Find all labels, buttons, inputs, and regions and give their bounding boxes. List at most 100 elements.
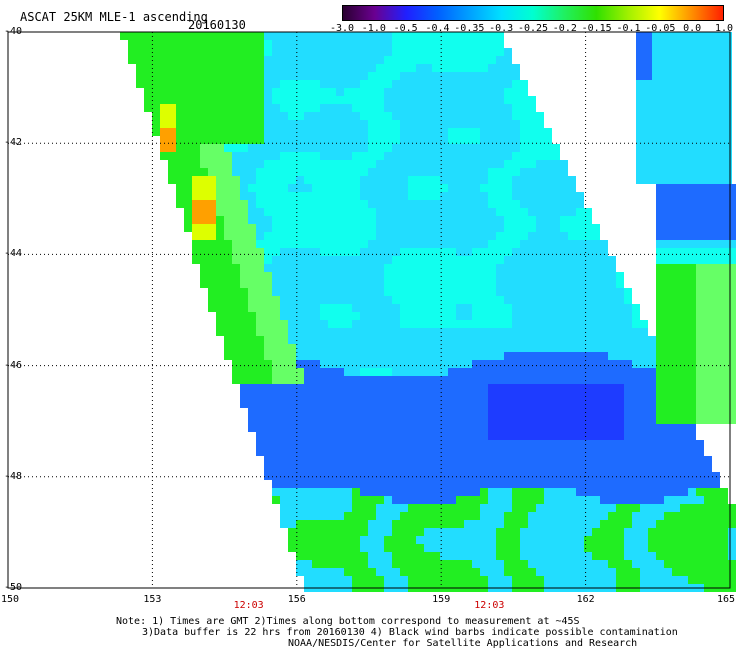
- field-pixel: [296, 384, 304, 392]
- field-pixel: [480, 328, 488, 336]
- field-pixel: [432, 120, 440, 128]
- field-pixel: [472, 528, 480, 536]
- field-pixel: [480, 368, 488, 376]
- field-pixel: [344, 336, 352, 344]
- field-pixel: [576, 392, 584, 400]
- field-pixel: [336, 392, 344, 400]
- field-pixel: [440, 136, 448, 144]
- field-pixel: [608, 528, 616, 536]
- field-pixel: [576, 304, 584, 312]
- field-pixel: [656, 224, 664, 232]
- field-pixel: [552, 208, 560, 216]
- field-pixel: [288, 208, 296, 216]
- field-pixel: [520, 216, 528, 224]
- field-pixel: [560, 192, 568, 200]
- field-pixel: [288, 32, 296, 40]
- field-pixel: [256, 48, 264, 56]
- field-pixel: [616, 480, 624, 488]
- field-pixel: [488, 248, 496, 256]
- field-pixel: [656, 432, 664, 440]
- field-pixel: [668, 104, 676, 112]
- field-pixel: [504, 552, 512, 560]
- field-pixel: [520, 224, 528, 232]
- field-pixel: [184, 168, 192, 176]
- field-pixel: [328, 568, 336, 576]
- field-pixel: [448, 128, 456, 136]
- field-pixel: [496, 432, 504, 440]
- field-pixel: [672, 320, 680, 328]
- field-pixel: [376, 280, 384, 288]
- field-pixel: [680, 576, 688, 584]
- field-pixel: [668, 152, 676, 160]
- field-pixel: [680, 536, 688, 544]
- field-pixel: [636, 160, 644, 168]
- field-pixel: [344, 344, 352, 352]
- field-pixel: [544, 336, 552, 344]
- field-pixel: [584, 304, 592, 312]
- field-pixel: [320, 128, 328, 136]
- field-pixel: [264, 136, 272, 144]
- field-pixel: [664, 288, 672, 296]
- field-pixel: [664, 256, 672, 264]
- field-pixel: [544, 464, 552, 472]
- field-pixel: [368, 344, 376, 352]
- field-pixel: [568, 408, 576, 416]
- field-pixel: [496, 288, 504, 296]
- field-pixel: [224, 312, 232, 320]
- field-pixel: [632, 496, 640, 504]
- field-pixel: [344, 304, 352, 312]
- field-pixel: [256, 400, 264, 408]
- field-pixel: [544, 504, 552, 512]
- field-pixel: [352, 144, 360, 152]
- field-pixel: [512, 80, 520, 88]
- field-pixel: [376, 128, 384, 136]
- field-pixel: [512, 176, 520, 184]
- field-pixel: [608, 256, 616, 264]
- field-pixel: [272, 104, 280, 112]
- field-pixel: [392, 304, 400, 312]
- chart-date: 20160130: [188, 18, 246, 32]
- field-pixel: [528, 136, 536, 144]
- field-pixel: [416, 32, 424, 40]
- field-pixel: [304, 280, 312, 288]
- field-pixel: [312, 72, 320, 80]
- field-pixel: [568, 480, 576, 488]
- field-pixel: [384, 416, 392, 424]
- field-pixel: [536, 296, 544, 304]
- field-pixel: [644, 88, 652, 96]
- field-pixel: [652, 40, 660, 48]
- field-pixel: [496, 80, 504, 88]
- field-pixel: [344, 472, 352, 480]
- field-pixel: [360, 192, 368, 200]
- field-pixel: [496, 56, 504, 64]
- field-pixel: [224, 344, 232, 352]
- field-pixel: [184, 40, 192, 48]
- field-pixel: [256, 160, 264, 168]
- field-pixel: [432, 136, 440, 144]
- field-pixel: [480, 48, 488, 56]
- field-pixel: [440, 152, 448, 160]
- field-pixel: [456, 336, 464, 344]
- field-pixel: [488, 376, 496, 384]
- field-pixel: [256, 96, 264, 104]
- field-pixel: [400, 32, 408, 40]
- field-pixel: [660, 88, 668, 96]
- field-pixel: [312, 480, 320, 488]
- field-pixel: [616, 528, 624, 536]
- field-pixel: [344, 144, 352, 152]
- field-pixel: [520, 208, 528, 216]
- field-pixel: [440, 456, 448, 464]
- field-pixel: [304, 272, 312, 280]
- field-pixel: [472, 312, 480, 320]
- field-pixel: [696, 368, 704, 376]
- field-pixel: [160, 40, 168, 48]
- field-pixel: [296, 496, 304, 504]
- field-pixel: [584, 320, 592, 328]
- field-pixel: [376, 200, 384, 208]
- field-pixel: [344, 264, 352, 272]
- field-pixel: [280, 384, 288, 392]
- field-pixel: [528, 360, 536, 368]
- field-pixel: [624, 400, 632, 408]
- field-pixel: [328, 272, 336, 280]
- field-pixel: [352, 80, 360, 88]
